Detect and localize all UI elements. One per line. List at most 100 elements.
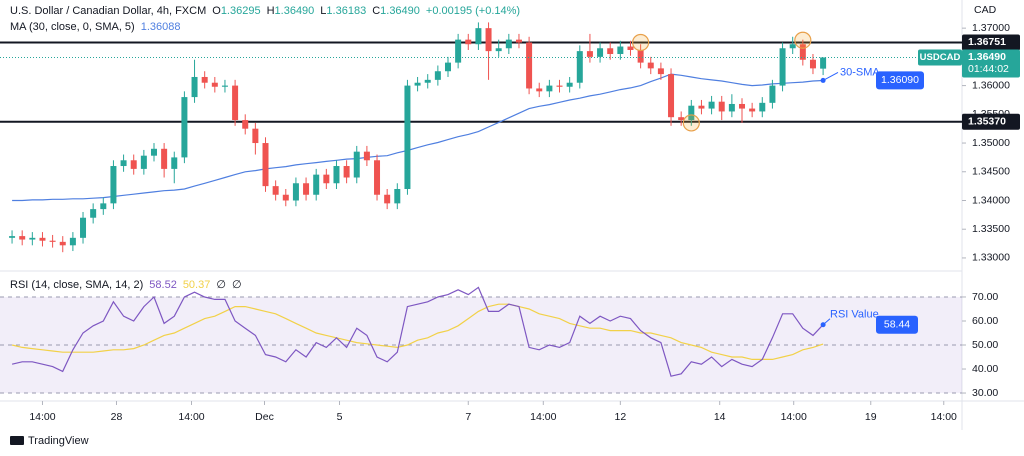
brand: TradingView <box>28 435 89 447</box>
y-tick-label: 1.37000 <box>972 22 1010 34</box>
candle-body <box>221 85 228 87</box>
candle-body <box>668 74 675 118</box>
candle-body <box>566 82 573 87</box>
candle-body <box>39 237 46 241</box>
candle-body <box>434 71 441 80</box>
candle-body <box>343 166 350 178</box>
legend: RSI (14, close, SMA, 14, 2) 58.52 50.37 ∅ ∅ <box>10 279 242 291</box>
candle-body <box>100 203 107 210</box>
rsi-value-box <box>876 315 918 334</box>
legend-item: 1.36183 <box>326 5 366 17</box>
brand-logo <box>10 436 24 445</box>
candle-body <box>49 240 56 242</box>
candle-body <box>242 120 249 129</box>
x-tick-label: 5 <box>337 411 343 423</box>
candle-body <box>718 101 725 112</box>
candle-body <box>29 237 36 240</box>
candle-body <box>90 209 97 218</box>
rsi-ma-line <box>11 303 824 360</box>
candle-body <box>353 151 360 178</box>
candle-body <box>526 42 533 89</box>
candle-body <box>161 148 168 169</box>
last-price-box <box>962 49 1020 78</box>
candle-body <box>769 85 776 103</box>
rsi-y-tick-label: 30.00 <box>972 387 998 399</box>
currency: CAD <box>974 4 997 16</box>
candle-body <box>323 174 330 184</box>
candle-body <box>536 88 543 92</box>
candle-body <box>191 76 198 98</box>
legend-item: 1.36088 <box>141 21 181 33</box>
candle-body <box>627 46 634 50</box>
legend-item: 1.36490 <box>380 5 420 17</box>
candle-body <box>384 194 391 204</box>
candle-body <box>759 102 766 112</box>
candle-body <box>424 79 431 83</box>
candle-body <box>272 186 279 195</box>
rsi-line <box>11 286 824 377</box>
candle-body <box>698 105 705 109</box>
candle-body <box>333 166 340 184</box>
candle-body <box>820 57 827 69</box>
rsi-y-tick-label: 70.00 <box>972 291 998 303</box>
sma-line <box>12 73 824 202</box>
legend-item: U.S. Dollar / Canadian Dollar, 4h, FXCM <box>10 5 206 17</box>
candle-body <box>201 76 208 83</box>
legend-item: MA (30, close, 0, SMA, 5) <box>10 21 135 33</box>
legend-item: 58.52 <box>149 279 177 291</box>
x-tick-label: 7 <box>465 411 471 423</box>
candle-body <box>455 39 462 63</box>
y-tick-label: 1.33500 <box>972 223 1010 235</box>
sma-annotation: 30-SMA <box>840 66 880 78</box>
rsi-y-tick-label: 40.00 <box>972 363 998 375</box>
candle-body <box>749 108 756 112</box>
rsi-y-tick-label: 60.00 <box>972 315 998 327</box>
candle-body <box>515 39 522 43</box>
legend: U.S. Dollar / Canadian Dollar, 4h, FXCM O… <box>10 5 520 17</box>
legend-item: 1.36490 <box>275 5 315 17</box>
rsi-value-label: 58.44 <box>884 319 910 331</box>
legend-item: ∅ <box>232 279 242 291</box>
candle-body <box>789 44 796 49</box>
highlight-circle <box>794 31 812 49</box>
legend-item: RSI (14, close, SMA, 14, 2) <box>10 279 143 291</box>
x-tick-label: 14:00 <box>29 411 55 423</box>
candle-body <box>779 48 786 86</box>
candle-body <box>708 101 715 109</box>
level-label-box <box>962 34 1020 51</box>
candle-body <box>232 85 239 121</box>
candle-body <box>688 105 695 121</box>
candle-body <box>809 59 816 69</box>
y-tick-label: 1.34500 <box>972 166 1010 178</box>
legend-item: +0.00195 (+0.14%) <box>426 5 520 17</box>
candle-body <box>505 39 512 49</box>
y-tick-label: 1.34000 <box>972 194 1010 206</box>
candle-body <box>171 157 178 169</box>
highlight-circle <box>682 114 700 132</box>
legend-item: O <box>212 5 221 17</box>
candle-body <box>597 48 604 57</box>
sma-arrow <box>822 71 839 81</box>
candle-body <box>181 97 188 158</box>
candle-body <box>252 128 259 144</box>
x-tick-label: 14:00 <box>931 411 957 423</box>
symbol-box <box>918 49 962 66</box>
candle-body <box>495 48 502 52</box>
candle-body <box>282 194 289 201</box>
candle-body <box>140 155 147 169</box>
level-label: 1.36751 <box>968 36 1006 48</box>
y-tick-label: 1.35000 <box>972 137 1010 149</box>
candle-body <box>363 151 370 161</box>
candle-body <box>647 62 654 69</box>
rsi-y-tick-label: 50.00 <box>972 339 998 351</box>
level-label-box <box>962 113 1020 130</box>
sma-marker-label: 1.36090 <box>881 74 919 86</box>
legend-item: 50.37 <box>183 279 211 291</box>
rsi-arrow <box>822 318 831 326</box>
candle-body <box>576 51 583 83</box>
candle-body <box>414 82 421 86</box>
candle-body <box>262 143 269 187</box>
candle-body <box>120 160 127 167</box>
candle-body <box>556 85 563 87</box>
